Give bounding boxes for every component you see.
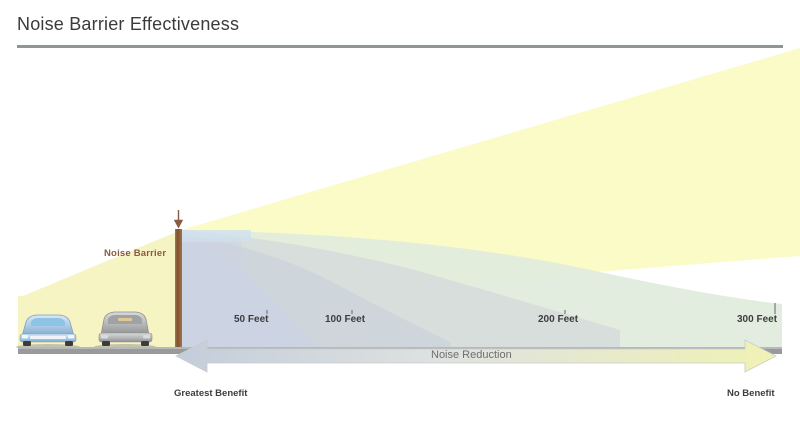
diagram-stage: Noise Barrier 50 Feet 100 Feet 200 Feet … (0, 48, 800, 416)
barrier-group (173, 210, 184, 349)
axis-tick-label-100: 100 Feet (325, 314, 366, 325)
title-divider (17, 45, 783, 48)
noise-reduction-arrow (175, 339, 777, 373)
ground-roadway-highlight (18, 347, 782, 349)
page-title: Noise Barrier Effectiveness (17, 14, 240, 34)
shadow-zone-core (181, 238, 241, 348)
barrier-pointer-arrow-icon (173, 210, 184, 229)
noise-wedge-group (18, 48, 800, 348)
noise-wedge-overhead (181, 48, 800, 293)
shadow-zones-group (181, 230, 782, 348)
noise-diagram-svg (16, 48, 800, 373)
axis-tick-label-50: 50 Feet (234, 314, 269, 325)
no-benefit-label: No Benefit (727, 388, 775, 399)
greatest-benefit-label: Greatest Benefit (174, 388, 248, 399)
barrier-callout-label: Noise Barrier (104, 248, 167, 259)
barrier-post (175, 229, 182, 349)
axis-ticks-group (266, 303, 776, 314)
axis-tick-label-300: 300 Feet (737, 314, 778, 325)
noise-wedge-roadside (18, 230, 181, 298)
sky-band-behind-barrier (181, 230, 251, 242)
axis-tick-label-200: 200 Feet (538, 314, 579, 325)
noise-reduction-label: Noise Reduction (431, 349, 512, 361)
